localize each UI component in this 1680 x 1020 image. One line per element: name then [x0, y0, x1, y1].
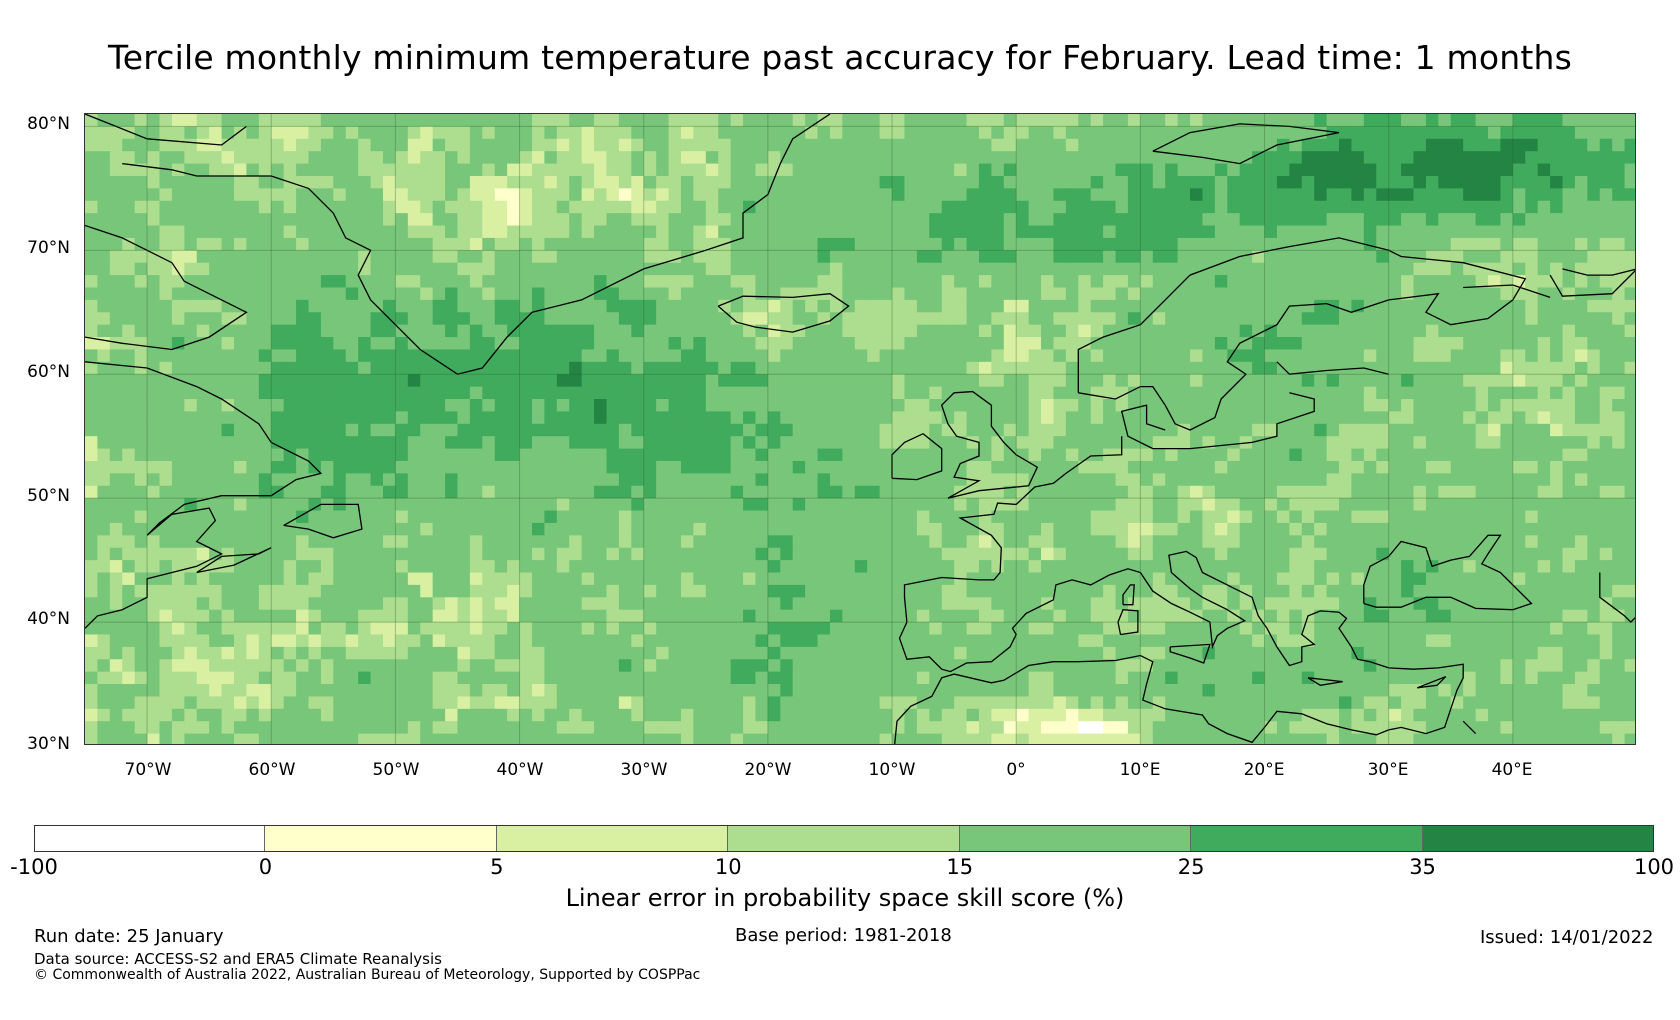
coastline: [891, 432, 943, 481]
coastline: [1169, 643, 1211, 664]
lon-label-40e: 40°E: [1491, 760, 1533, 780]
graticule: [85, 114, 1635, 744]
lat-label-40n: 40°N: [27, 609, 70, 629]
run-date: Run date: 25 January: [34, 926, 224, 947]
base-period: Base period: 1981-2018: [735, 925, 952, 946]
colorbar-tick-label: 35: [1409, 855, 1436, 879]
coastline: [1462, 720, 1477, 735]
coastline: [940, 390, 1039, 499]
colorbar-tick-label: 25: [1177, 855, 1205, 879]
colorbar-label: Linear error in probability space skill …: [565, 884, 1125, 912]
colorbar: [34, 825, 1654, 852]
colorbar-tick-label: 10: [714, 855, 742, 879]
lat-label-50n: 50°N: [27, 486, 70, 506]
copyright: © Commonwealth of Australia 2022, Austra…: [34, 967, 701, 983]
colorbar-frame: [34, 825, 1654, 852]
colorbar-tick-label: 5: [490, 855, 504, 879]
colorbar-segment: [496, 825, 729, 852]
lon-label-10e: 10°E: [1119, 760, 1161, 780]
coastline: [85, 114, 247, 146]
lon-label-30e: 30°E: [1367, 760, 1409, 780]
coastline: [1152, 123, 1340, 165]
colorbar-tick-label: -100: [10, 855, 58, 879]
colorbar-segment: [1191, 825, 1423, 852]
colorbar-segment: [34, 825, 266, 852]
coastline: [894, 436, 1464, 744]
skill-score-grid: [85, 114, 1635, 744]
colorbar-tick-label: 15: [946, 855, 974, 879]
colorbar-segment: [265, 825, 497, 852]
coastline: [1307, 677, 1343, 686]
skill-score-map: [84, 113, 1636, 745]
issued-date: Issued: 14/01/2022: [1480, 927, 1654, 948]
coastline: [85, 224, 248, 351]
colorbar-segment: [959, 825, 1192, 852]
coastlines: [85, 114, 1635, 744]
coastline: [717, 293, 850, 333]
coastline: [1549, 268, 1635, 297]
colorbar-tick-label: 100: [1633, 855, 1675, 879]
coastline: [1599, 572, 1635, 624]
coastline: [1122, 584, 1135, 606]
map-canvas: [85, 114, 1635, 744]
coastline: [122, 114, 831, 375]
lon-label-20e: 20°E: [1243, 760, 1285, 780]
lon-label-0: 0°: [1006, 760, 1026, 780]
lon-label-70w: 70°W: [124, 760, 172, 780]
lat-label-80n: 80°N: [27, 114, 70, 134]
coastline: [85, 361, 323, 629]
coastline: [196, 547, 272, 574]
lat-label-60n: 60°N: [27, 362, 70, 382]
coastline: [1463, 284, 1551, 299]
coastline: [1077, 237, 1527, 431]
lon-label-10w: 10°W: [868, 760, 916, 780]
coastline: [1363, 534, 1533, 611]
colorbar-segment: [728, 825, 960, 852]
lat-label-70n: 70°N: [27, 238, 70, 258]
lat-label-30n: 30°N: [27, 734, 70, 754]
lon-label-50w: 50°W: [372, 760, 420, 780]
colorbar-tick-label: 0: [258, 855, 273, 879]
lon-label-60w: 60°W: [248, 760, 296, 780]
data-source: Data source: ACCESS-S2 and ERA5 Climate …: [34, 950, 442, 968]
lon-label-30w: 30°W: [620, 760, 668, 780]
lon-label-40w: 40°W: [496, 760, 544, 780]
lon-label-20w: 20°W: [744, 760, 792, 780]
colorbar-segment: [1422, 825, 1654, 852]
coastline: [1117, 609, 1139, 636]
map-title: Tercile monthly minimum temperature past…: [107, 38, 1573, 77]
coastline: [1120, 392, 1315, 450]
coastline: [1276, 361, 1389, 375]
coastline: [1416, 675, 1447, 689]
coastline: [283, 503, 363, 539]
